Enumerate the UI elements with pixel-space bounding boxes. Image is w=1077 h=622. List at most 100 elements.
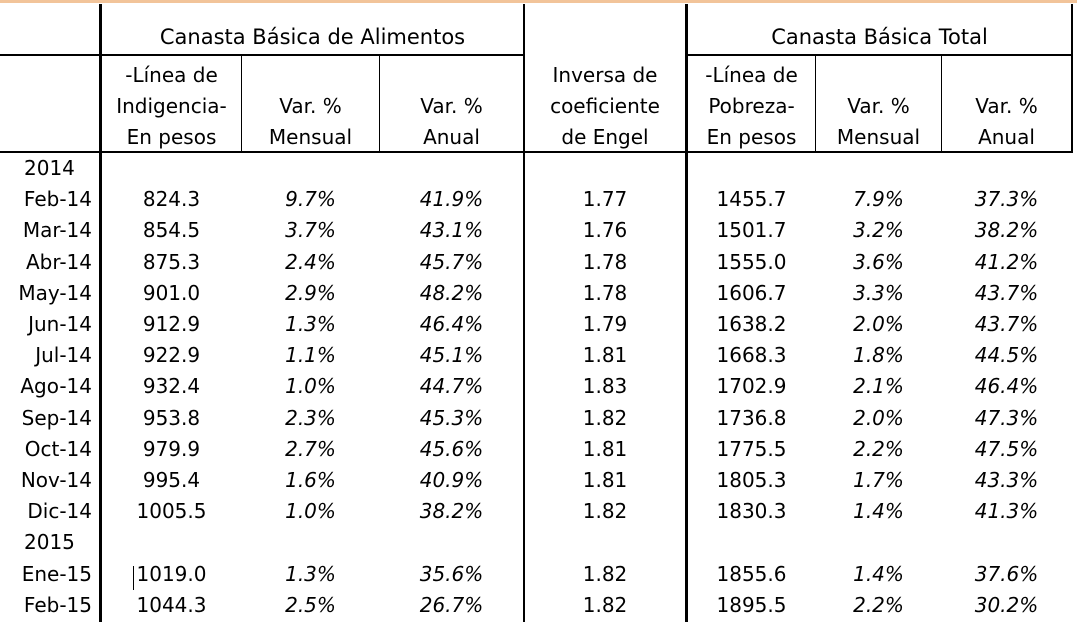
table-cell-cbt-m: 7.9%: [853, 187, 904, 211]
row-label: Feb-15: [23, 593, 92, 617]
row-label: Mar-14: [22, 218, 92, 242]
header-line: de Engel: [561, 125, 649, 149]
row-label: Dic-14: [27, 499, 92, 523]
table-cell-cba: 875.3: [142, 250, 201, 274]
table-cell-cbt-m: 2.2%: [853, 437, 904, 461]
table-cell-cba-m: 1.3%: [285, 312, 336, 336]
table-cell-cba: 1019.0: [136, 562, 207, 586]
row-label: Ago-14: [20, 374, 92, 398]
table-cell-cba: 912.9: [142, 312, 201, 336]
table-cell-cbt: 1668.3: [716, 343, 787, 367]
table-cell-cba-m: 3.7%: [285, 218, 336, 242]
table-cell-cba: 953.8: [142, 406, 201, 430]
column-header-var-anual-total: Var. % Anual: [942, 91, 1071, 153]
table-cell-cba-a: 45.7%: [419, 250, 484, 274]
header-line: Var. %: [975, 94, 1038, 118]
divider-line: [687, 54, 1073, 56]
table-cell-cbt-a: 47.5%: [974, 437, 1039, 461]
table-cell-cba: 932.4: [142, 374, 201, 398]
table-cell-cba: 979.9: [142, 437, 201, 461]
header-line: -Línea de: [705, 63, 798, 87]
table-cell-cba-a: 38.2%: [419, 499, 484, 523]
column-header-var-mensual-total: Var. % Mensual: [816, 91, 941, 153]
header-line: -Línea de: [125, 63, 218, 87]
table-cell-cba-m: 2.4%: [285, 250, 336, 274]
table-cell-cbt: 1606.7: [716, 281, 787, 305]
header-line: coeficiente: [550, 94, 660, 118]
divider-line: [241, 55, 242, 152]
table-cell-cbt-m: 1.7%: [853, 468, 904, 492]
table-cell-cba-m: 2.7%: [285, 437, 336, 461]
header-line: Var. %: [279, 94, 342, 118]
table-cell-cbt-a: 41.3%: [974, 499, 1039, 523]
table-cell-cba-m: 2.5%: [285, 593, 336, 617]
table-cell-cba-m: 1.3%: [285, 562, 336, 586]
column-header-pobreza: -Línea de Pobreza- En pesos: [688, 60, 815, 153]
row-label: Oct-14: [24, 437, 92, 461]
row-label: Feb-14: [23, 187, 92, 211]
table-cell-cba-a: 43.1%: [419, 218, 484, 242]
table-cell-engel: 1.77: [582, 187, 628, 211]
table-cell-cba-a: 48.2%: [419, 281, 484, 305]
table-cell-cbt: 1501.7: [716, 218, 787, 242]
header-line: Var. %: [420, 94, 483, 118]
divider-line: [101, 54, 523, 56]
divider-line: [0, 54, 99, 56]
table-cell-engel: 1.81: [582, 437, 628, 461]
table-cell-engel: 1.81: [582, 343, 628, 367]
table-cell-engel: 1.82: [582, 562, 628, 586]
table-cell-cba-a: 45.1%: [419, 343, 484, 367]
divider-line: [0, 151, 1073, 153]
table-cell-cbt: 1775.5: [716, 437, 787, 461]
row-label: May-14: [18, 281, 92, 305]
table-cell-cba-a: 45.6%: [419, 437, 484, 461]
table-cell-cbt-a: 37.6%: [974, 562, 1039, 586]
table-cell-cbt: 1702.9: [716, 374, 787, 398]
table-cell-cbt-m: 1.4%: [853, 499, 904, 523]
table-cell-engel: 1.78: [582, 250, 628, 274]
table-cell-cba: 854.5: [142, 218, 201, 242]
table-cell-cba-m: 9.7%: [285, 187, 336, 211]
divider-line: [1071, 4, 1073, 152]
column-header-var-anual: Var. % Anual: [380, 91, 523, 153]
table-cell-cbt-m: 2.1%: [853, 374, 904, 398]
divider-line: [815, 55, 816, 152]
table-cell-engel: 1.81: [582, 468, 628, 492]
table-cell-cbt: 1736.8: [716, 406, 787, 430]
table-cell-cbt-m: 1.8%: [853, 343, 904, 367]
divider-line: [523, 4, 525, 622]
table-cell-cba-m: 1.1%: [285, 343, 336, 367]
group-title-basic-food: Canasta Básica de Alimentos: [159, 25, 466, 49]
divider-line: [379, 55, 380, 152]
header-line: Inversa de: [552, 63, 658, 87]
table-cell-cbt-a: 43.3%: [974, 468, 1039, 492]
table-cell-cba-a: 46.4%: [419, 312, 484, 336]
table-cell-cba: 901.0: [142, 281, 201, 305]
table-cell-cbt: 1855.6: [716, 562, 787, 586]
header-line: En pesos: [706, 125, 797, 149]
year-label: 2015: [24, 530, 75, 554]
table-cell-cba-a: 41.9%: [419, 187, 484, 211]
divider-line: [941, 55, 942, 152]
header-line: Mensual: [836, 125, 921, 149]
table-cell-cbt: 1455.7: [716, 187, 787, 211]
row-label: Nov-14: [20, 468, 92, 492]
divider-line: [685, 4, 688, 622]
table-cell-engel: 1.79: [582, 312, 628, 336]
table-cell-cbt-m: 2.0%: [853, 406, 904, 430]
table-cell-cba: 1044.3: [136, 593, 207, 617]
table-cell-cba-a: 35.6%: [419, 562, 484, 586]
table-cell-engel: 1.78: [582, 281, 628, 305]
table-cell-cbt-a: 41.2%: [974, 250, 1039, 274]
table-cell-cba-m: 1.6%: [285, 468, 336, 492]
table-cell-cbt-m: 2.0%: [853, 312, 904, 336]
table-cell-cbt-a: 38.2%: [974, 218, 1039, 242]
table-cell-cbt-m: 3.2%: [853, 218, 904, 242]
table-cell-cba-m: 2.9%: [285, 281, 336, 305]
column-header-indigencia: -Línea de Indigencia- En pesos: [102, 60, 241, 153]
table-cell-cbt-a: 46.4%: [974, 374, 1039, 398]
header-line: Pobreza-: [708, 94, 795, 118]
table-cell-cbt-a: 47.3%: [974, 406, 1039, 430]
table-cell-cba: 824.3: [142, 187, 201, 211]
header-line: Mensual: [268, 125, 353, 149]
